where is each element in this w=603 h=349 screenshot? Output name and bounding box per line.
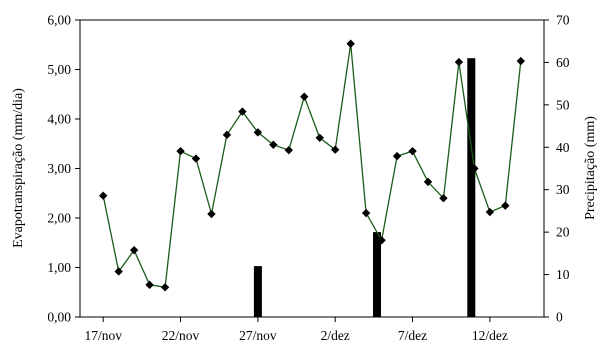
evapotranspiration-point-6 [191, 154, 201, 163]
evapotranspiration-point-3 [145, 280, 154, 290]
evapotranspiration-point-13 [300, 92, 309, 101]
evapotranspiration-point-19 [392, 151, 402, 161]
evapotranspiration-point-27 [516, 56, 525, 66]
evapotranspiration-point-7 [207, 209, 216, 219]
x-axis-tick-label-4: 7/dez [398, 328, 427, 343]
evapotranspiration-point-12 [284, 145, 293, 155]
evapotranspiration-point-1 [114, 267, 123, 276]
left-axis-tick-label-3: 3,00 [47, 161, 71, 176]
left-axis-title: Evapotranspiração (mm/dia) [11, 88, 26, 248]
evapotranspiration-point-21 [423, 177, 433, 187]
x-axis: 17/nov 22/nov 27/nov 2/dez 7/dez 12/dez [84, 317, 508, 343]
evapotranspiration-line [102, 43, 522, 289]
right-axis-tick-label-2: 20 [556, 225, 570, 240]
right-axis-tick-label-0: 0 [556, 310, 563, 325]
right-axis-tick-label-3: 30 [556, 182, 570, 197]
x-axis-tick-label-1: 22/nov [162, 328, 200, 343]
precipitation-bar-1 [373, 232, 381, 317]
evapotranspiration-point-14 [315, 133, 324, 143]
evapotranspiration-point-15 [331, 145, 340, 154]
evapotranspiration-point-22 [439, 194, 448, 203]
evapotranspiration-point-2 [129, 245, 139, 255]
x-axis-tick-label-5: 12/dez [472, 328, 508, 343]
left-axis-tick-label-1: 1,00 [47, 260, 71, 275]
left-axis-tick-label-4: 4,00 [47, 112, 71, 127]
evapotranspiration-point-8 [222, 130, 232, 140]
right-axis-tick-label-6: 60 [556, 55, 570, 70]
evapotranspiration-point-24 [470, 164, 479, 173]
evapotranspiration-point-23 [454, 57, 464, 67]
precipitation-bars [253, 58, 476, 317]
evapotranspiration-point-4 [160, 283, 170, 292]
evapotranspiration-point-5 [176, 146, 185, 156]
left-y-axis: 0,00 1,00 2,00 3,00 4,00 5,00 6,00 [47, 13, 80, 325]
x-axis-tick-label-3: 2/dez [321, 328, 350, 343]
evapotranspiration-point-16 [346, 39, 355, 48]
right-axis-tick-label-4: 40 [556, 140, 570, 155]
evapotranspiration-point-9 [238, 107, 247, 116]
evapotranspiration-markers [99, 39, 525, 292]
x-axis-tick-label-0: 17/nov [84, 328, 122, 343]
x-axis-tick-label-2: 27/nov [239, 328, 277, 343]
evapotranspiration-point-11 [269, 140, 278, 149]
evapotranspiration-series-line [102, 43, 522, 289]
evapotranspiration-point-26 [501, 201, 510, 210]
right-y-axis: 0 10 20 30 40 50 60 70 [544, 13, 570, 325]
precipitation-bar-0 [253, 266, 262, 317]
right-axis-tick-label-5: 50 [556, 97, 570, 112]
left-axis-tick-label-2: 2,00 [47, 211, 71, 226]
right-axis-title: Precipitação (mm) [583, 116, 598, 220]
evapotranspiration-point-20 [408, 146, 417, 156]
evapotranspiration-point-10 [253, 128, 263, 137]
precipitation-bar-2 [467, 58, 476, 317]
evapotranspiration-point-0 [99, 191, 108, 200]
evapotranspiration-point-25 [485, 207, 495, 217]
evapotranspiration-point-18 [377, 236, 386, 245]
left-axis-tick-label-0: 0,00 [47, 310, 71, 325]
left-axis-tick-label-5: 5,00 [47, 62, 71, 77]
right-axis-tick-label-1: 10 [556, 267, 570, 282]
right-axis-tick-label-7: 70 [556, 13, 570, 28]
left-axis-tick-label-6: 6,00 [47, 13, 71, 28]
evapotranspiration-point-17 [361, 208, 371, 218]
